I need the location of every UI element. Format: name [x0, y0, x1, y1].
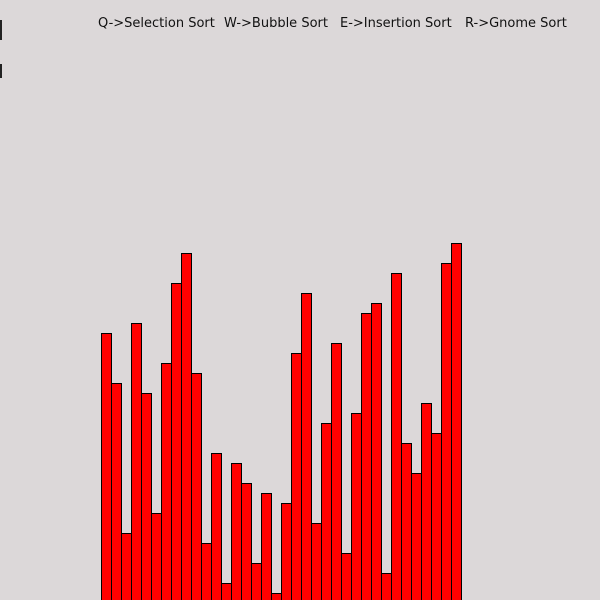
array-bar: [301, 293, 312, 600]
array-bar: [381, 573, 392, 600]
array-bar: [331, 343, 342, 600]
array-bar: [281, 503, 292, 600]
array-bar: [351, 413, 362, 600]
array-bar: [421, 403, 432, 600]
array-bar: [401, 443, 412, 600]
hint-selection-sort: Q->Selection Sort: [98, 16, 215, 31]
array-bar: [411, 473, 422, 600]
array-bar: [311, 523, 322, 600]
array-bar: [181, 253, 192, 600]
hint-gnome-sort: R->Gnome Sort: [465, 16, 567, 31]
array-bar: [451, 243, 462, 600]
array-bar: [161, 363, 172, 600]
array-bar: [371, 303, 382, 600]
window-edge-mark: [0, 64, 2, 78]
array-bar: [431, 433, 442, 600]
array-bar: [291, 353, 302, 600]
array-bar: [391, 273, 402, 600]
array-bar: [171, 283, 182, 600]
array-bar: [211, 453, 222, 600]
array-bar: [201, 543, 212, 600]
array-bar: [441, 263, 452, 600]
array-bar: [341, 553, 352, 600]
array-bar: [191, 373, 202, 600]
array-bar: [271, 593, 282, 600]
array-bar: [361, 313, 372, 600]
array-bar: [261, 493, 272, 600]
hint-bubble-sort: W->Bubble Sort: [224, 16, 328, 31]
hint-insertion-sort: E->Insertion Sort: [340, 16, 452, 31]
array-bar: [321, 423, 332, 600]
array-bar: [151, 513, 162, 600]
array-bar: [141, 393, 152, 600]
array-bar: [121, 533, 132, 600]
array-bar: [131, 323, 142, 600]
window-edge-mark: [0, 20, 2, 40]
array-bar: [231, 463, 242, 600]
array-bar: [101, 333, 112, 600]
array-bar: [111, 383, 122, 600]
array-bar: [251, 563, 262, 600]
array-bar: [241, 483, 252, 600]
array-bar: [221, 583, 232, 600]
